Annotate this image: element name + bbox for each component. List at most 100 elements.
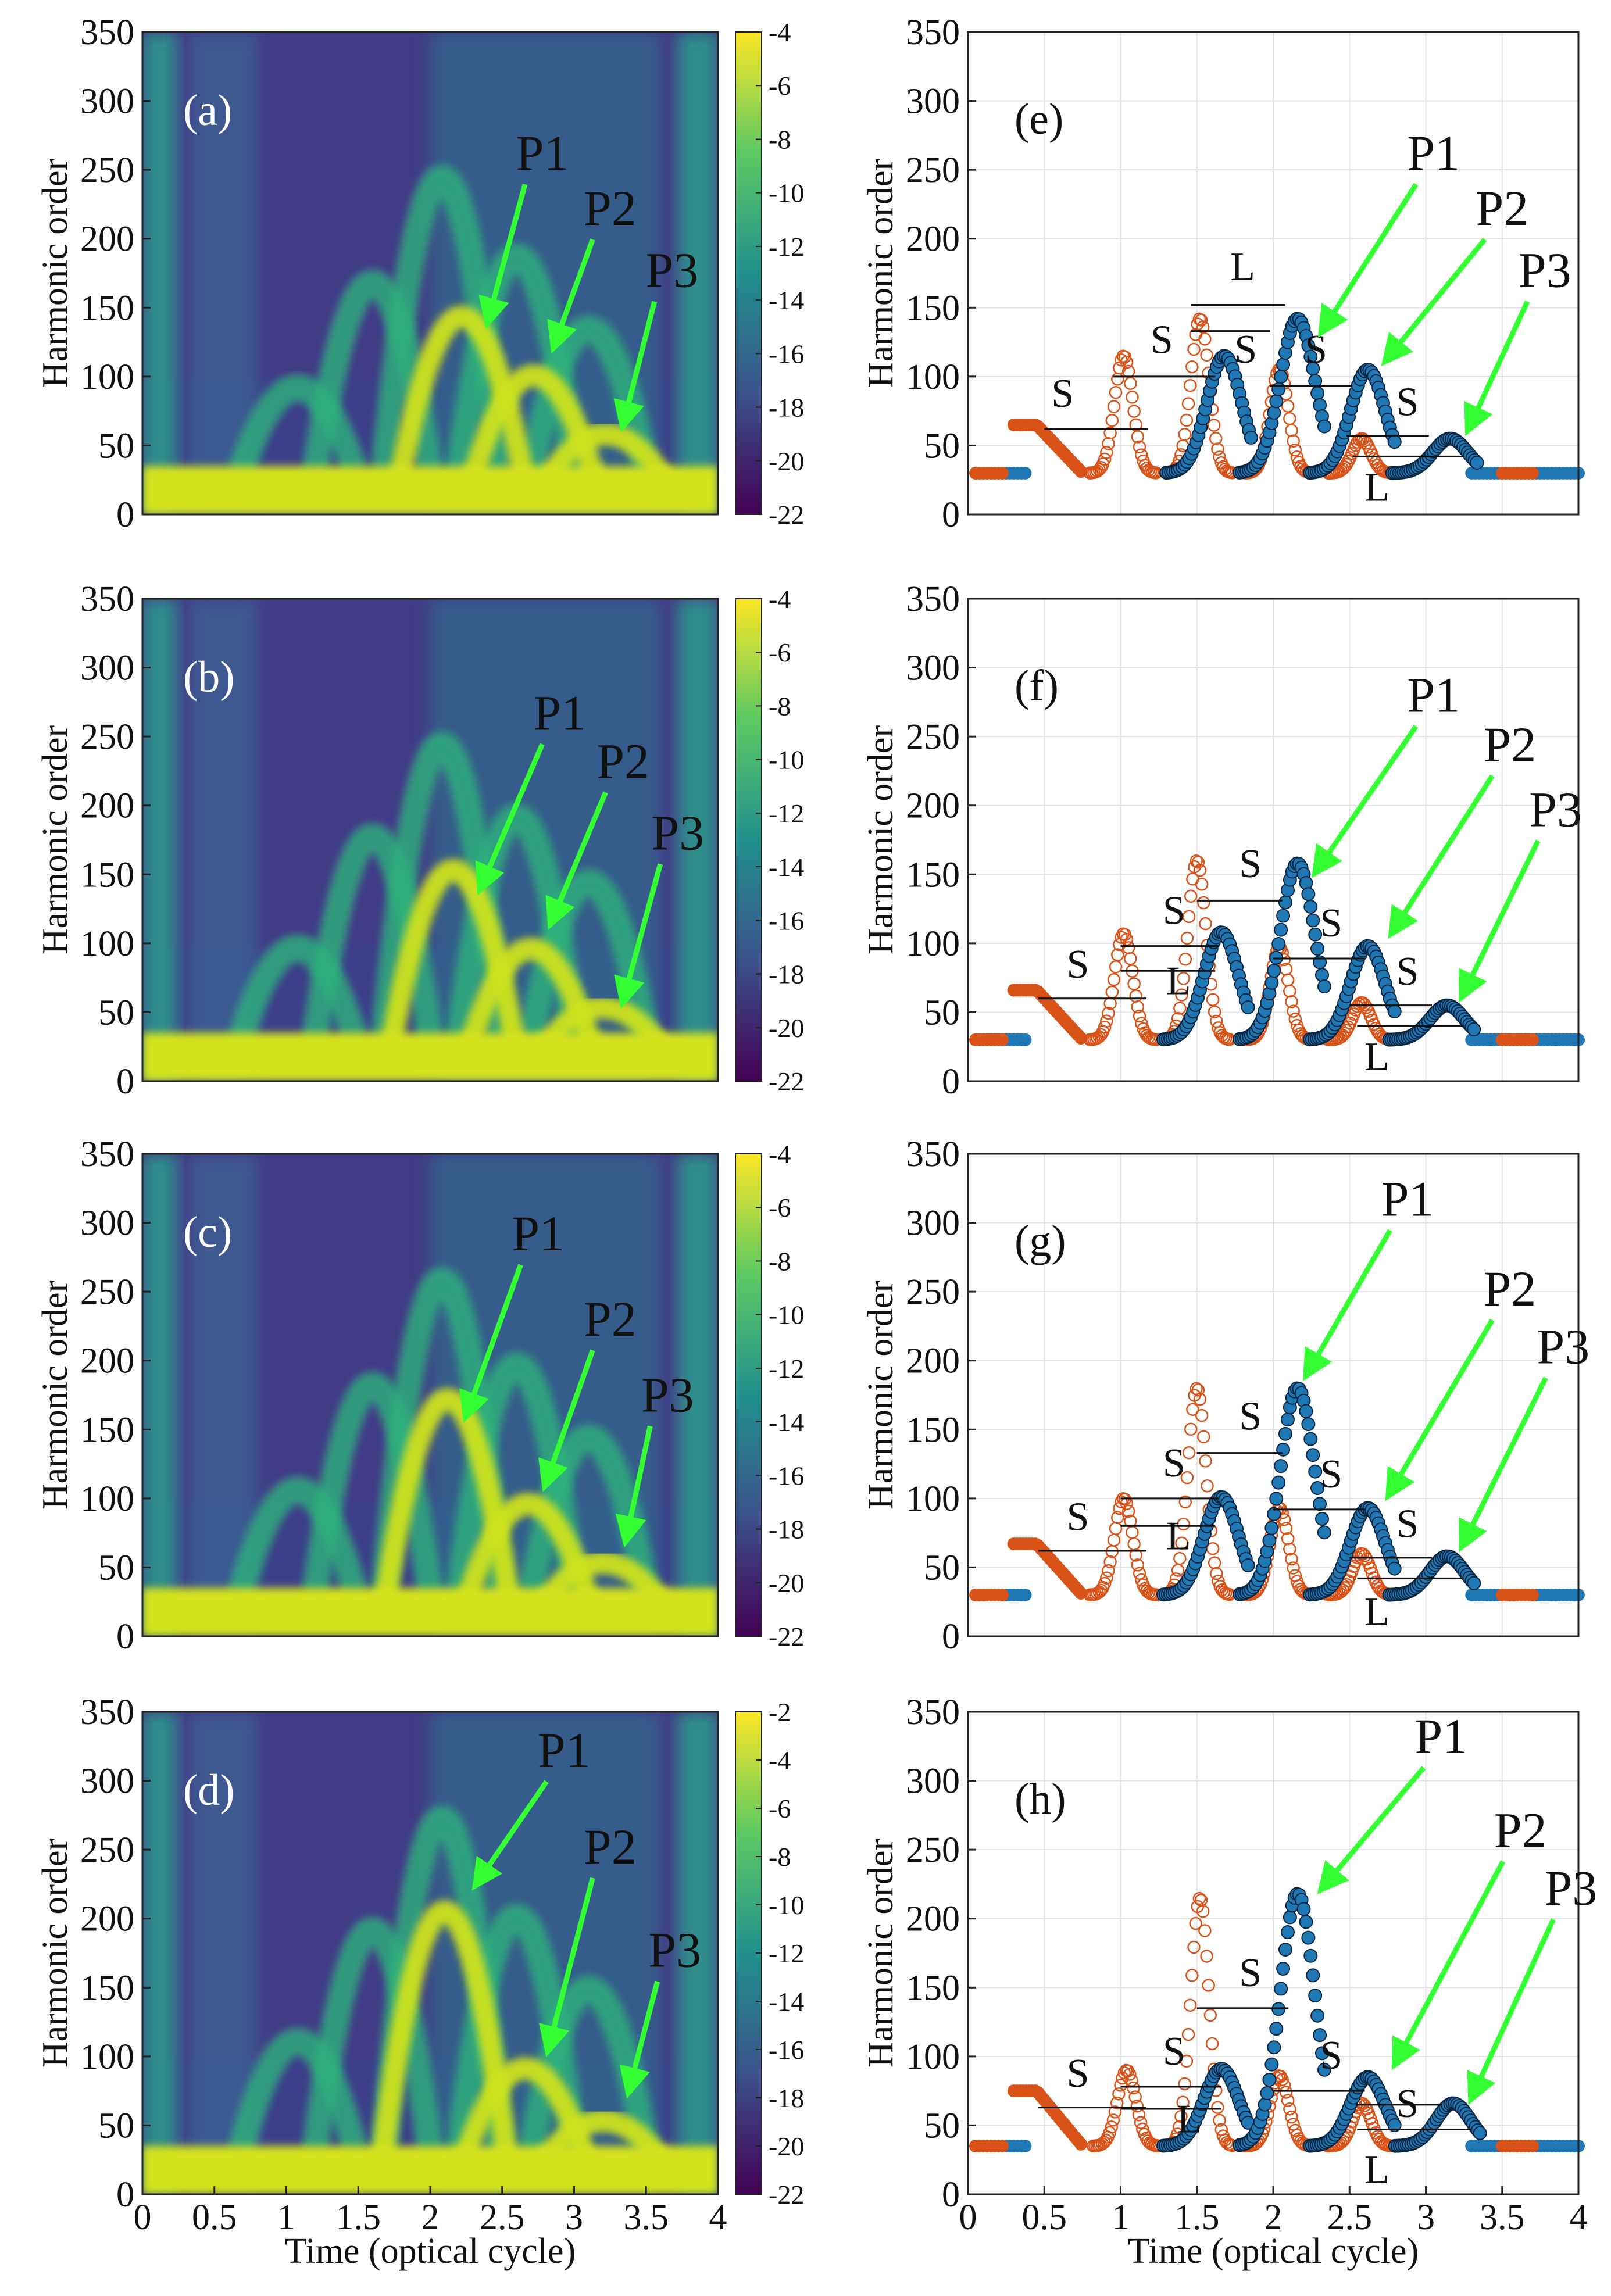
ionization-point [1192, 1891, 1206, 1905]
peak-arrow [1459, 1376, 1548, 1553]
heatmap-panel-1: (a) 0 50 100 150 200 250 300 350 Harmonic order P1… [35, 13, 804, 535]
peak-label-p1: P1 [1407, 667, 1460, 723]
colorbar-tick-label: -8 [769, 1246, 791, 1276]
ionization-point [1130, 2099, 1144, 2113]
ionization-point [1115, 1495, 1128, 1508]
peak-label-p2: P2 [584, 180, 637, 236]
axes-frame [141, 1153, 719, 1637]
peak-label-p3: P3 [651, 805, 704, 861]
ionization-point [1285, 1552, 1298, 1566]
x-tick-label: 0.5 [192, 2198, 237, 2237]
peak-arrow [1458, 839, 1541, 1003]
ionization-point [1285, 995, 1298, 1008]
peak-arrow [1381, 238, 1487, 366]
y-tick-label: 350 [80, 1693, 134, 1732]
y-tick-label: 200 [80, 220, 134, 259]
colorbar-tick-label: -10 [769, 178, 804, 208]
return-point [1315, 2046, 1329, 2061]
panel-label: (e) [1015, 95, 1063, 144]
return-point [1278, 1943, 1292, 1957]
ionize-plateau-point [1526, 1588, 1539, 1601]
peak-arrow [1391, 1860, 1506, 2070]
return-point [1315, 1511, 1329, 1526]
x-tick-label: 0.5 [1022, 2198, 1067, 2237]
return-point [1313, 1497, 1327, 1511]
x-axis-label: Time (optical cycle) [1128, 2231, 1419, 2271]
return-point [1260, 2086, 1274, 2101]
peak-label-p3: P3 [1537, 1318, 1589, 1374]
axes-frame [141, 31, 719, 516]
y-axis-label: Harmonic order [35, 1281, 75, 1510]
peak-arrow [1467, 1918, 1556, 2105]
ionization-point [1212, 1575, 1225, 1588]
trajectory-label-s: S [1239, 1394, 1262, 1439]
colorbar [735, 598, 762, 1082]
peak-label-p2: P2 [584, 1819, 637, 1875]
return-point [1278, 895, 1292, 910]
return-point [1467, 1576, 1481, 1590]
ionize-plateau-point [996, 2140, 1009, 2152]
ionization-point [1277, 1512, 1291, 1526]
ionization-point [1098, 1020, 1112, 1034]
y-tick-label: 0 [942, 1062, 960, 1101]
peak-arrow [475, 743, 545, 896]
y-tick-label: 300 [906, 649, 960, 688]
x-tick-label: 3 [565, 2198, 583, 2237]
trajectory-label-s: S [1396, 1501, 1419, 1546]
peak-label-p3: P3 [645, 242, 698, 298]
trajectory-panel-3: SSLSSSL(g)050100150200250300350Harmonic … [861, 1135, 1589, 1657]
panel-label: (c) [183, 1208, 232, 1257]
return-point [1271, 936, 1286, 951]
y-tick-label: 350 [80, 580, 134, 619]
trajectory-label-l: L [1230, 245, 1255, 289]
colorbar-tick-label: -20 [769, 2132, 804, 2161]
colorbar-tick-label: -20 [769, 446, 804, 476]
y-tick-label: 350 [906, 1135, 960, 1174]
y-tick-label: 350 [906, 1693, 960, 1732]
ionize-plateau-point [996, 466, 1009, 480]
return-point [1276, 909, 1291, 923]
ionize-plateau-point [996, 1033, 1009, 1046]
ionization-point [1131, 1558, 1145, 1572]
y-tick-label: 250 [80, 1830, 134, 1870]
x-tick-label: 3 [1417, 2198, 1435, 2237]
colorbar-tick-label: -16 [769, 906, 804, 935]
ionization-point [1183, 1998, 1197, 2012]
ionization-point [1129, 1548, 1142, 1562]
heatmap-panel-3: (c) 0 50 100 150 200 250 300 350 Harmonic order P1… [35, 1135, 804, 1657]
panel-label: (g) [1015, 1217, 1066, 1265]
heatmap-panel-2: (b) 0 50 100 150 200 250 300 350 Harmonic order P1… [35, 580, 804, 1101]
ionization-point [1287, 1561, 1300, 1575]
x-tick-label: 0 [959, 2198, 977, 2237]
colorbar [735, 31, 762, 515]
ionization-point [1110, 2096, 1124, 2110]
return-point [1306, 913, 1320, 928]
return-point [1264, 2057, 1279, 2072]
ionization-point [1198, 1924, 1212, 1937]
peak-arrow [613, 301, 658, 432]
ionization-point [1180, 1471, 1194, 1485]
return-point [1315, 968, 1329, 982]
axes-frame [967, 598, 1580, 1082]
ionization-point [1285, 2110, 1298, 2124]
trajectory-label-s: S [1239, 842, 1262, 886]
ionization-point [1187, 1940, 1201, 1954]
ionization-point [1107, 400, 1121, 413]
ionization-point [1279, 2086, 1293, 2099]
ionize-plateau-point [996, 1588, 1009, 1601]
ionization-point [1131, 430, 1145, 444]
ionization-point [1195, 1408, 1209, 1422]
ionization-point [1195, 878, 1209, 891]
ionization-point [1121, 1504, 1135, 1518]
return-point [1241, 1000, 1255, 1014]
ionization-point [1178, 1495, 1192, 1509]
ionization-point [1105, 2120, 1118, 2134]
return-point [1278, 1426, 1292, 1441]
heatmap-bright-ridge [370, 1900, 519, 2168]
heatmap-edge-left [142, 599, 177, 1081]
return-point [1274, 1982, 1288, 1996]
y-tick-label: 100 [80, 1479, 134, 1519]
ionization-point [1290, 450, 1304, 464]
